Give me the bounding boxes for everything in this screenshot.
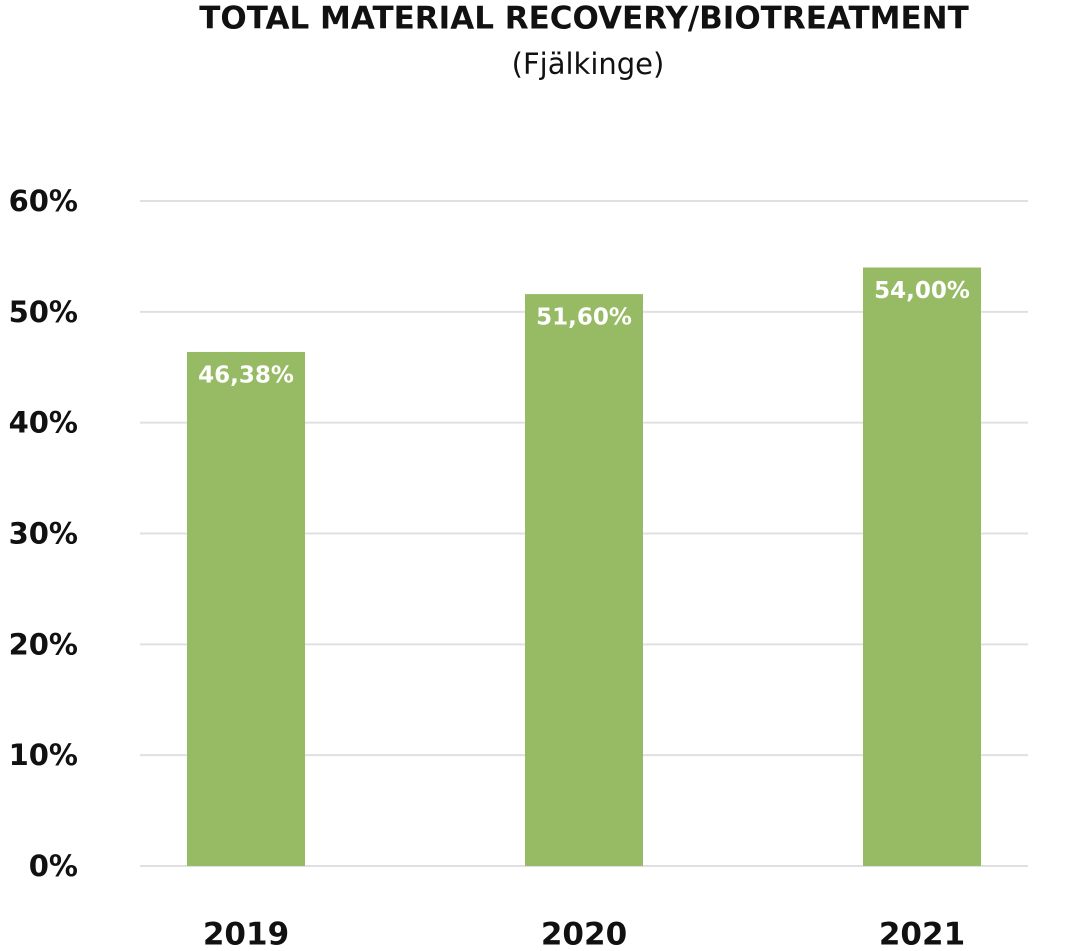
y-tick-label: 60% xyxy=(9,184,78,218)
y-tick-label: 30% xyxy=(9,517,78,551)
x-tick-label: 2021 xyxy=(879,917,965,951)
bar xyxy=(525,294,643,867)
y-tick-label: 10% xyxy=(9,738,78,772)
chart-subtitle: (Fjälkinge) xyxy=(512,47,665,81)
value-label: 51,60% xyxy=(536,305,632,331)
y-tick-label: 0% xyxy=(29,849,78,883)
value-label: 54,00% xyxy=(874,278,970,304)
y-tick-label: 50% xyxy=(9,295,78,329)
bar xyxy=(187,351,305,867)
value-label: 46,38% xyxy=(198,362,294,388)
y-tick-label: 20% xyxy=(9,627,78,661)
x-tick-label: 2019 xyxy=(203,917,289,951)
x-tick-label: 2020 xyxy=(541,917,627,951)
bar xyxy=(863,267,981,866)
chart-title: TOTAL MATERIAL RECOVERY/BIOTREATMENT xyxy=(199,1,968,37)
y-tick-label: 40% xyxy=(9,406,78,440)
